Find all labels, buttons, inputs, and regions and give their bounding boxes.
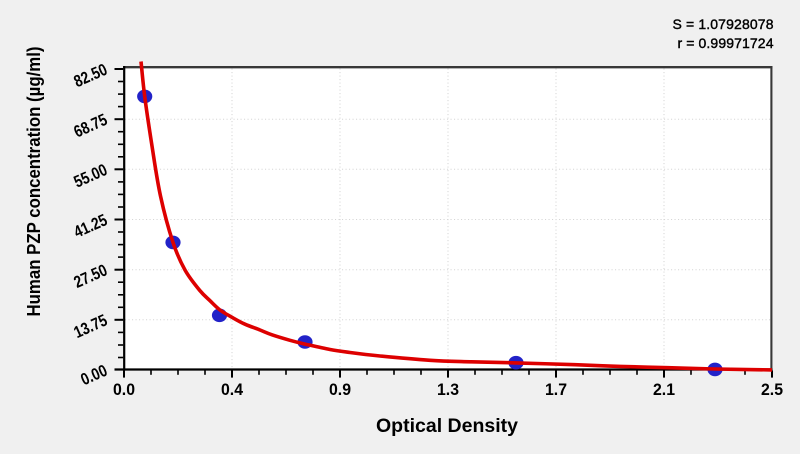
svg-text:1.7: 1.7 xyxy=(545,381,567,399)
svg-text:S = 1.07928078: S = 1.07928078 xyxy=(673,16,774,32)
svg-text:2.1: 2.1 xyxy=(653,381,675,399)
svg-text:r = 0.99971724: r = 0.99971724 xyxy=(678,35,774,51)
svg-text:0.4: 0.4 xyxy=(221,381,244,399)
svg-text:Optical Density: Optical Density xyxy=(376,415,518,437)
svg-text:2.5: 2.5 xyxy=(761,381,783,399)
svg-text:0.9: 0.9 xyxy=(329,381,351,399)
svg-text:1.3: 1.3 xyxy=(437,381,459,399)
svg-text:Human PZP concentration (µg/ml: Human PZP concentration (µg/ml) xyxy=(24,47,44,317)
svg-text:0.0: 0.0 xyxy=(113,381,135,399)
